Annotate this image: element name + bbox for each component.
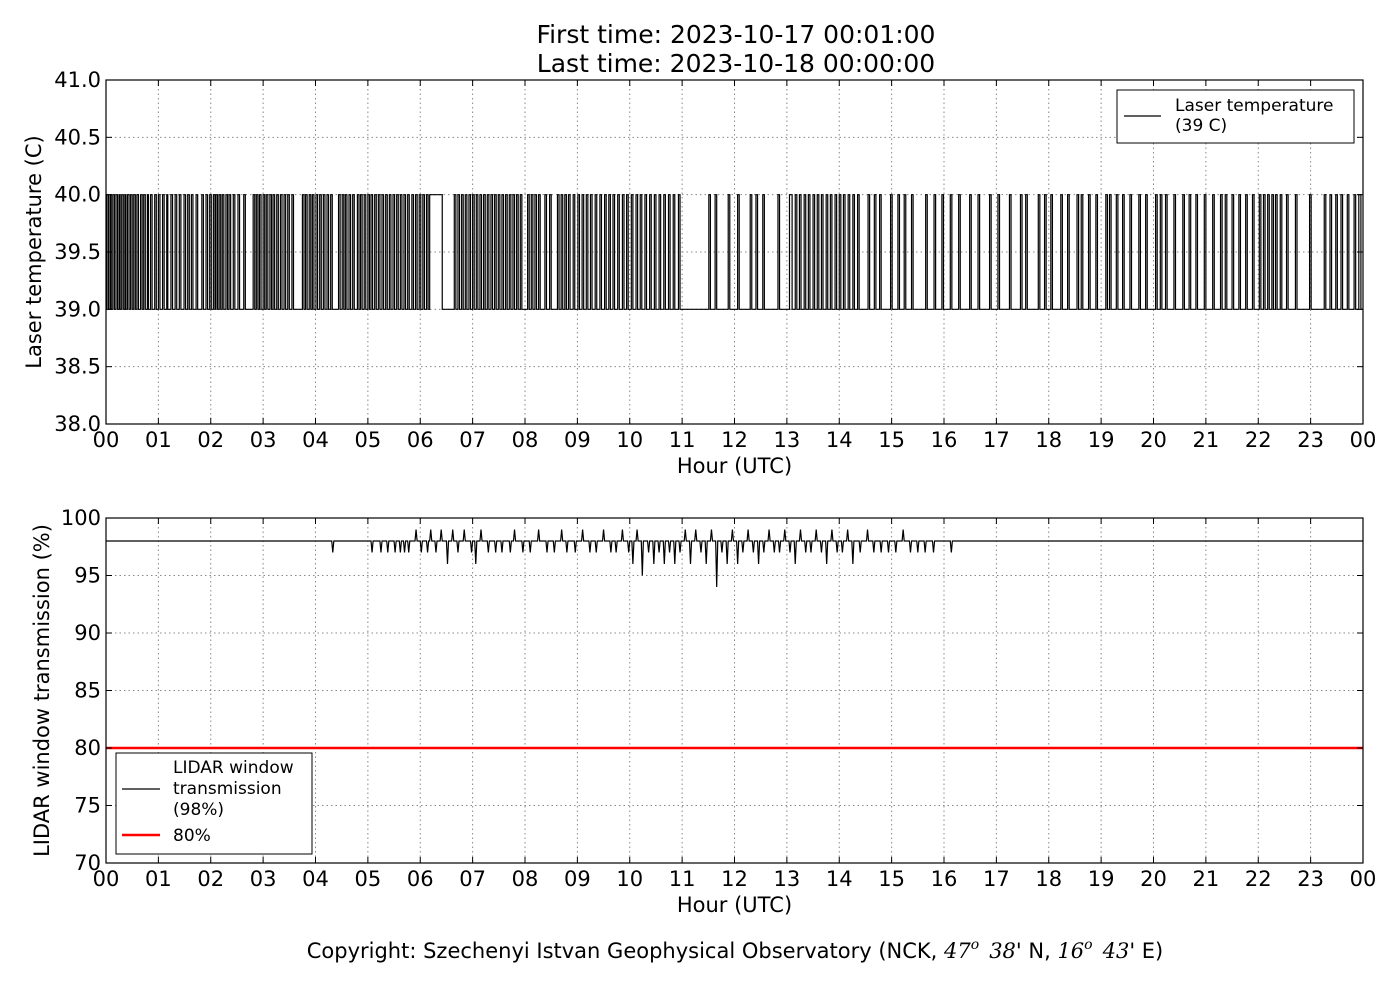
laser-xtick-label: 16: [931, 428, 958, 452]
copyright-lat-deg: 47: [943, 939, 971, 963]
lidar-series-line: [106, 529, 1363, 588]
lidar-yaxis-label: LIDAR window transmission (%): [30, 524, 54, 857]
copyright-text: Copyright: Szechenyi Istvan Geophysical …: [307, 937, 1164, 963]
laser-legend-label: Laser temperature: [1175, 96, 1333, 116]
laser-ytick-label: 38.0: [54, 412, 101, 436]
copyright-lat-deg-sup: o: [971, 937, 979, 953]
lidar-xaxis-label: Hour (UTC): [677, 893, 792, 917]
lidar-xtick-label: 20: [1140, 867, 1167, 891]
laser-xtick-label: 17: [983, 428, 1010, 452]
lidar-xtick-label: 22: [1245, 867, 1272, 891]
laser-temperature-plot: 00 01 02 03 04 05 06 07 08 09 10 11 12 13 14 15 16 17 18 19…: [22, 68, 1376, 478]
lidar-ytick-label: 80: [74, 736, 101, 760]
title-line-2: Last time: 2023-10-18 00:00:00: [537, 49, 935, 78]
laser-xtick-label: 20: [1140, 428, 1167, 452]
lidar-xtick-label: 21: [1193, 867, 1220, 891]
copyright-lat-min: 38: [989, 939, 1016, 963]
laser-xtick-label: 14: [826, 428, 853, 452]
copyright-lat-suffix: ' N,: [1016, 939, 1058, 963]
laser-xaxis-label: Hour (UTC): [677, 454, 792, 478]
lidar-xtick-label: 23: [1297, 867, 1324, 891]
lidar-xtick-label: 15: [878, 867, 905, 891]
laser-xtick-label: 22: [1245, 428, 1272, 452]
threshold-legend-label: 80%: [173, 826, 211, 846]
lidar-xtick-label: 18: [1035, 867, 1062, 891]
lidar-xtick-label: 05: [355, 867, 382, 891]
lidar-xtick-label: 16: [931, 867, 958, 891]
lidar-ytick-label: 70: [74, 851, 101, 875]
lidar-xtick-label: 14: [826, 867, 853, 891]
lidar-legend-label: transmission: [173, 779, 282, 799]
laser-legend: Laser temperature(39 C): [1116, 89, 1355, 144]
laser-ytick-label: 39.5: [54, 240, 101, 264]
lidar-ytick-label: 95: [74, 564, 101, 588]
laser-ytick-label: 39.0: [54, 297, 101, 321]
laser-xtick-label: 21: [1193, 428, 1220, 452]
laser-xtick-label: 13: [774, 428, 801, 452]
laser-xtick-label: 15: [878, 428, 905, 452]
laser-ytick-label: 40.0: [54, 183, 101, 207]
copyright-lon-min: 43: [1102, 939, 1130, 963]
lidar-xtick-label: 04: [302, 867, 329, 891]
laser-xtick-label: 10: [616, 428, 643, 452]
lidar-xtick-label: 19: [1088, 867, 1115, 891]
lidar-xtick-label: 00: [93, 867, 120, 891]
laser-ytick-label: 41.0: [54, 68, 101, 92]
copyright-lon-suffix: ' E): [1129, 939, 1163, 963]
laser-ytick-label: 40.5: [54, 125, 101, 149]
laser-xtick-label: 04: [302, 428, 329, 452]
title-line-1: First time: 2023-10-17 00:01:00: [537, 20, 936, 49]
lidar-xtick-label: 10: [616, 867, 643, 891]
laser-xtick-label: 08: [512, 428, 539, 452]
laser-xtick-label: 12: [721, 428, 748, 452]
lidar-ytick-label: 75: [74, 794, 101, 818]
laser-xtick-label: 11: [669, 428, 696, 452]
lidar-legend-box: [115, 752, 313, 855]
lidar-ytick-label: 90: [74, 621, 101, 645]
lidar-xtick-label: 12: [721, 867, 748, 891]
lidar-xtick-label: 17: [983, 867, 1010, 891]
laser-yaxis-label: Laser temperature (C): [22, 135, 46, 368]
lidar-xtick-label: 11: [669, 867, 696, 891]
copyright-lon-deg: 16: [1057, 939, 1084, 963]
copyright-lon-deg-sup: o: [1084, 937, 1092, 953]
lidar-xtick-label: 01: [145, 867, 172, 891]
laser-xtick-label: 06: [407, 428, 434, 452]
laser-xtick-label: 02: [197, 428, 224, 452]
laser-series-line: [106, 194, 1363, 310]
laser-xtick-label: 00: [1350, 428, 1377, 452]
laser-legend-label: (39 C): [1175, 116, 1227, 136]
lidar-xtick-label: 03: [250, 867, 277, 891]
laser-xtick-label: 09: [564, 428, 591, 452]
lidar-grid: [106, 518, 1363, 863]
laser-xtick-label: 03: [250, 428, 277, 452]
laser-xtick-label: 07: [459, 428, 486, 452]
lidar-xtick-label: 09: [564, 867, 591, 891]
lidar-ytick-label: 100: [61, 506, 101, 530]
lidar-transmission-plot: 00 01 02 03 04 05 06 07 08 09 10 11 12 13 14 15 16 17 18 19…: [30, 506, 1376, 917]
laser-xtick-label: 05: [355, 428, 382, 452]
lidar-xtick-label: 06: [407, 867, 434, 891]
laser-xtick-label: 00: [93, 428, 120, 452]
lidar-xtick-label: 00: [1350, 867, 1377, 891]
laser-xtick-label: 18: [1035, 428, 1062, 452]
laser-xtick-label: 23: [1297, 428, 1324, 452]
lidar-xtick-label: 07: [459, 867, 486, 891]
copyright-prefix: Copyright: Szechenyi Istvan Geophysical …: [307, 939, 944, 963]
lidar-xtick-label: 08: [512, 867, 539, 891]
lidar-legend-label: (98%): [173, 800, 224, 820]
laser-xtick-label: 19: [1088, 428, 1115, 452]
laser-ytick-label: 38.5: [54, 355, 101, 379]
laser-xtick-label: 01: [145, 428, 172, 452]
lidar-legend-label: LIDAR window: [173, 758, 294, 778]
lidar-ytick-label: 85: [74, 679, 101, 703]
lidar-xtick-label: 02: [197, 867, 224, 891]
lidar-xtick-label: 13: [774, 867, 801, 891]
